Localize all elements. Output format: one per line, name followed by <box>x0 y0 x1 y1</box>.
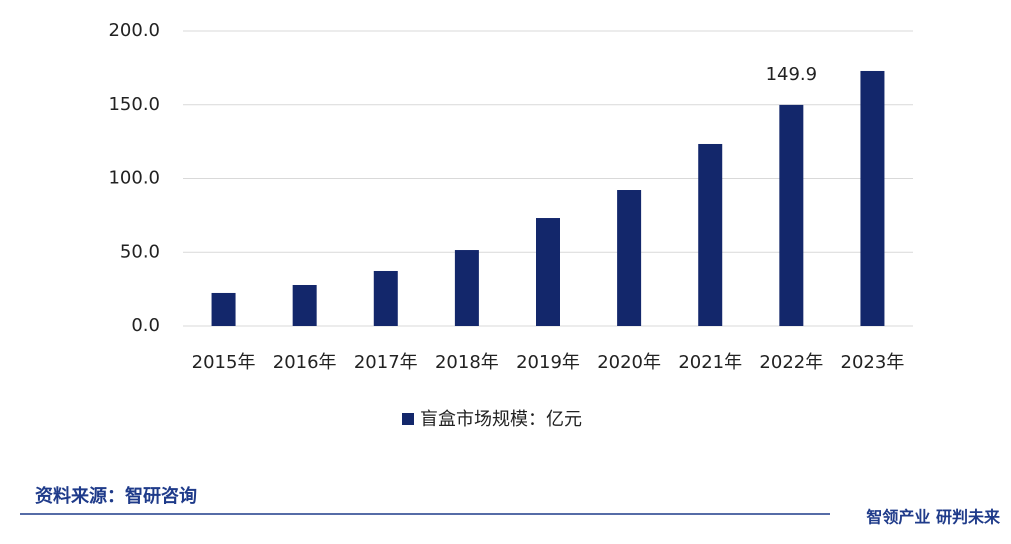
y-tick-label: 0.0 <box>131 315 160 336</box>
data-label: 149.9 <box>766 64 818 85</box>
x-tick-label: 2016年 <box>273 352 337 373</box>
x-tick-label: 2017年 <box>354 352 418 373</box>
x-tick-label: 2020年 <box>597 352 661 373</box>
legend-label: 盲盒市场规模：亿元 <box>420 409 582 430</box>
bar <box>292 284 317 326</box>
y-tick-label: 150.0 <box>108 94 160 115</box>
bar <box>373 270 398 326</box>
x-tick-label: 2023年 <box>841 352 905 373</box>
y-tick-label: 200.0 <box>108 20 160 41</box>
x-tick-label: 2021年 <box>678 352 742 373</box>
bar <box>698 143 723 326</box>
x-tick-label: 2015年 <box>192 352 256 373</box>
source: 资料来源：智研咨询 <box>35 485 197 507</box>
y-tick-label: 100.0 <box>108 168 160 189</box>
bar <box>454 250 479 326</box>
x-tick-label: 2022年 <box>759 352 823 373</box>
bar <box>617 190 642 326</box>
y-tick-label: 50.0 <box>120 241 160 262</box>
x-tick-label: 2019年 <box>516 352 580 373</box>
bar <box>211 292 236 326</box>
x-tick-label: 2018年 <box>435 352 499 373</box>
bar <box>860 70 885 326</box>
slogan: 智领产业 研判未来 <box>866 508 1001 527</box>
bar <box>536 218 560 326</box>
legend-swatch <box>402 413 414 425</box>
bar <box>779 104 804 327</box>
